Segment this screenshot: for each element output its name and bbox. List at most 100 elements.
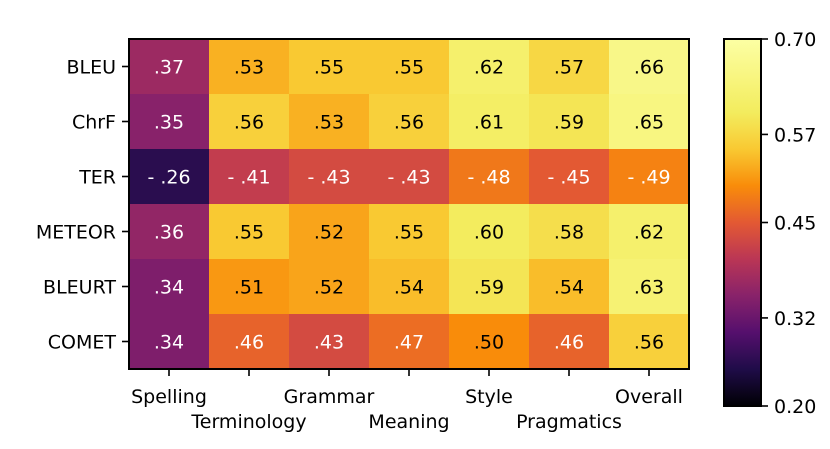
heatmap-cell-comet-meaning [369,314,450,370]
y-axis: BLEU ChrF TER METEOR BLEURT COMET [36,57,129,354]
heatmap-cell-bleurt-meaning [369,259,450,315]
colorbar-tick-label: 0.70 [774,29,816,51]
y-tick-label: BLEU [66,57,116,79]
heatmap-cells [129,39,690,370]
cell-value-label: .55 [314,57,344,79]
cell-value-label: .47 [394,332,424,354]
cell-value-label: .58 [554,222,584,244]
cell-value-label: - .43 [307,167,350,189]
y-tick-label: ChrF [72,112,116,134]
heatmap-cell-labels: .37 .53 .55 .55 .62 .57 .66 .35 .56 .53 .56 .61 .59.… [147,57,670,354]
cell-value-label: .52 [314,222,344,244]
heatmap-cell-meteor-terminology [209,204,290,260]
cell-value-label: .54 [554,277,584,299]
cell-value-label: .56 [234,112,264,134]
heatmap-cell-bleu-spelling [129,39,210,95]
x-tick-label: Meaning [368,411,449,433]
colorbar-gradient [724,39,761,406]
heatmap-cell-ter-meaning [369,149,450,205]
cell-value-label: .54 [394,277,424,299]
cell-value-label: .50 [474,332,504,354]
cell-value-label: .51 [234,277,264,299]
heatmap-cell-bleurt-overall [609,259,690,315]
cell-value-label: .36 [154,222,184,244]
cell-value-label: .56 [634,332,664,354]
cell-value-label: .55 [394,222,424,244]
colorbar: 0.20 0.32 0.45 0.57 0.70 [723,29,816,418]
heatmap-cell-bleurt-style [449,259,530,315]
cell-value-label: .35 [154,112,184,134]
cell-value-label: .61 [474,112,504,134]
x-tick-label: Style [465,386,513,408]
cell-value-label: .63 [634,277,664,299]
y-tick-label: BLEURT [43,277,116,299]
heatmap-cell-meteor-spelling [129,204,210,260]
heatmap-cell-ter-grammar [289,149,370,205]
heatmap-cell-bleurt-spelling [129,259,210,315]
x-axis: Spelling Terminology Grammar Meaning StylePr… [131,369,683,433]
cell-value-label: .60 [474,222,504,244]
y-tick-label: METEOR [36,222,116,244]
cell-value-label: .37 [154,57,184,79]
heatmap-cell-comet-spelling [129,314,210,370]
heatmap-cell-comet-grammar [289,314,370,370]
cell-value-label: .34 [154,277,184,299]
cell-value-label: .46 [234,332,264,354]
heatmap-cell-chrf-overall [609,94,690,150]
heatmap-cell-chrf-terminology [209,94,290,150]
colorbar-ticks: 0.20 0.32 0.45 0.57 0.70 [761,29,816,418]
heatmap-cell-meteor-meaning [369,204,450,260]
heatmap-cell-ter-style [449,149,530,205]
cell-value-label: .62 [634,222,664,244]
cell-value-label: - .43 [387,167,430,189]
heatmap-cell-meteor-style [449,204,530,260]
heatmap-cell-chrf-meaning [369,94,450,150]
x-tick-label: Overall [615,386,683,408]
heatmap-cell-meteor-overall [609,204,690,260]
heatmap-cell-comet-overall [609,314,690,370]
cell-value-label: .53 [234,57,264,79]
heatmap-cell-bleu-overall [609,39,690,95]
cell-value-label: .52 [314,277,344,299]
heatmap-cell-chrf-pragmatics [529,94,610,150]
heatmap-cell-bleu-terminology [209,39,290,95]
cell-value-label: .59 [474,277,504,299]
heatmap-cell-ter-pragmatics [529,149,610,205]
cell-value-label: .56 [394,112,424,134]
cell-value-label: .59 [554,112,584,134]
cell-value-label: .34 [154,332,184,354]
cell-value-label: .66 [634,57,664,79]
cell-value-label: .43 [314,332,344,354]
heatmap-cell-meteor-grammar [289,204,370,260]
x-tick-label: Grammar [284,386,375,408]
colorbar-tick-label: 0.45 [774,213,816,235]
heatmap-cell-bleu-meaning [369,39,450,95]
heatmap-cell-bleurt-terminology [209,259,290,315]
heatmap-cell-chrf-spelling [129,94,210,150]
heatmap-cell-comet-style [449,314,530,370]
cell-value-label: - .41 [227,167,270,189]
cell-value-label: .46 [554,332,584,354]
cell-value-label: .55 [394,57,424,79]
heatmap-cell-chrf-grammar [289,94,370,150]
heatmap-cell-bleu-grammar [289,39,370,95]
colorbar-tick-label: 0.57 [774,124,816,146]
x-tick-label: Spelling [131,386,207,408]
heatmap-cell-bleurt-pragmatics [529,259,610,315]
cell-value-label: .55 [234,222,264,244]
cell-value-label: .57 [554,57,584,79]
colorbar-tick-label: 0.20 [774,396,816,418]
heatmap-cell-bleu-style [449,39,530,95]
heatmap-cell-ter-spelling [129,149,210,205]
cell-value-label: .65 [634,112,664,134]
heatmap-cell-meteor-pragmatics [529,204,610,260]
cell-value-label: - .49 [627,167,670,189]
cell-value-label: - .26 [147,167,190,189]
y-tick-label: COMET [48,332,117,354]
cell-value-label: - .48 [467,167,510,189]
heatmap-cell-ter-overall [609,149,690,205]
heatmap-cell-comet-terminology [209,314,290,370]
y-tick-label: TER [78,167,116,189]
x-tick-label: Terminology [190,411,306,433]
